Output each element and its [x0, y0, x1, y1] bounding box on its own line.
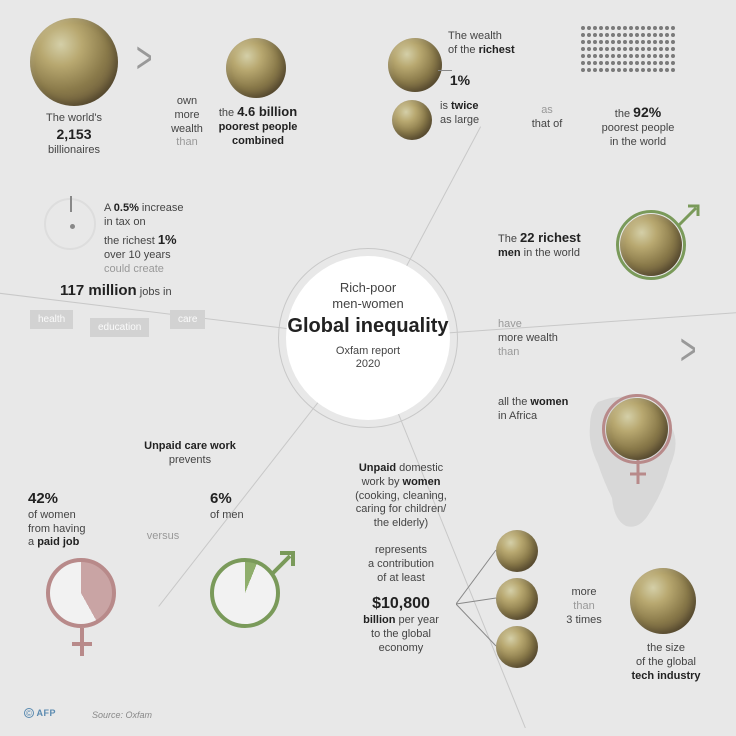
care-men: 6% of men	[210, 490, 280, 523]
sector-care: care	[170, 310, 205, 329]
greater-than-icon: >	[136, 32, 152, 83]
female-cross-icon	[72, 628, 92, 662]
money-icon	[630, 568, 696, 634]
male-arrow-icon	[676, 200, 704, 228]
dot-icon	[70, 224, 75, 229]
money-icon	[496, 626, 538, 668]
center-title: Global inequality	[287, 315, 448, 337]
care-women: 42% of women from having a paid job	[28, 490, 118, 550]
money-icon	[388, 38, 442, 92]
tr-as: as that of	[522, 104, 572, 132]
dom-right: the size of the global tech industry	[616, 642, 716, 683]
rm-mid: have more wealth than	[498, 318, 608, 359]
center-sub2: 2020	[286, 358, 450, 372]
center-text: Rich-poor men-women Global inequality Ox…	[286, 280, 450, 372]
center-l2: men-women	[286, 296, 450, 312]
tax-text2: the richest 1% over 10 years could creat…	[104, 232, 234, 276]
male-arrow-icon	[268, 548, 298, 578]
money-icon	[30, 18, 118, 106]
care-versus: versus	[138, 530, 188, 544]
sector-health: health	[30, 310, 73, 329]
rm-top: The 22 richest men in the world	[498, 230, 618, 261]
tl-left-caption: The world's 2,153 billionaires	[30, 112, 118, 157]
footer-source: Source: Oxfam	[92, 710, 152, 720]
sector-education: education	[90, 318, 149, 337]
footer-credit: © AFP	[24, 708, 56, 718]
money-icon	[392, 100, 432, 140]
tr-right: the 92% poorest people in the world	[588, 104, 688, 149]
tl-mid: own more wealth than	[160, 95, 214, 150]
women-pie	[46, 558, 116, 628]
dot-grid	[580, 24, 700, 73]
dom-rep: represents a contribution of at least	[346, 544, 456, 585]
money-icon	[496, 530, 538, 572]
tax-jobs: 117 million jobs in	[60, 282, 250, 301]
care-title: Unpaid care work prevents	[110, 440, 270, 468]
greater-than-icon: >	[680, 324, 696, 375]
center-l1: Rich-poor	[286, 280, 450, 296]
female-ring-icon	[602, 394, 672, 464]
money-icon	[226, 38, 286, 98]
infographic-canvas: Rich-poor men-women Global inequality Ox…	[0, 0, 736, 736]
pointer-line	[438, 70, 452, 71]
dom-mid: more than 3 times	[554, 586, 614, 627]
bracket-icon	[456, 534, 500, 664]
dom-amount: $10,800 billion per year to the global e…	[336, 594, 466, 655]
tr-mid: is twice as large	[440, 100, 510, 128]
tr-pct: 1%	[440, 72, 480, 90]
money-icon	[496, 578, 538, 620]
dom-top: Unpaid domestic work by women (cooking, …	[336, 462, 466, 531]
female-cross-icon	[628, 460, 648, 490]
tl-right-caption: the 4.6 billion poorest people combined	[208, 104, 308, 148]
center-sub1: Oxfam report	[286, 345, 450, 359]
tick-icon	[70, 196, 72, 212]
tax-text: A 0.5% increase in tax on	[104, 202, 214, 230]
tr-left: The wealth of the richest	[448, 30, 528, 58]
